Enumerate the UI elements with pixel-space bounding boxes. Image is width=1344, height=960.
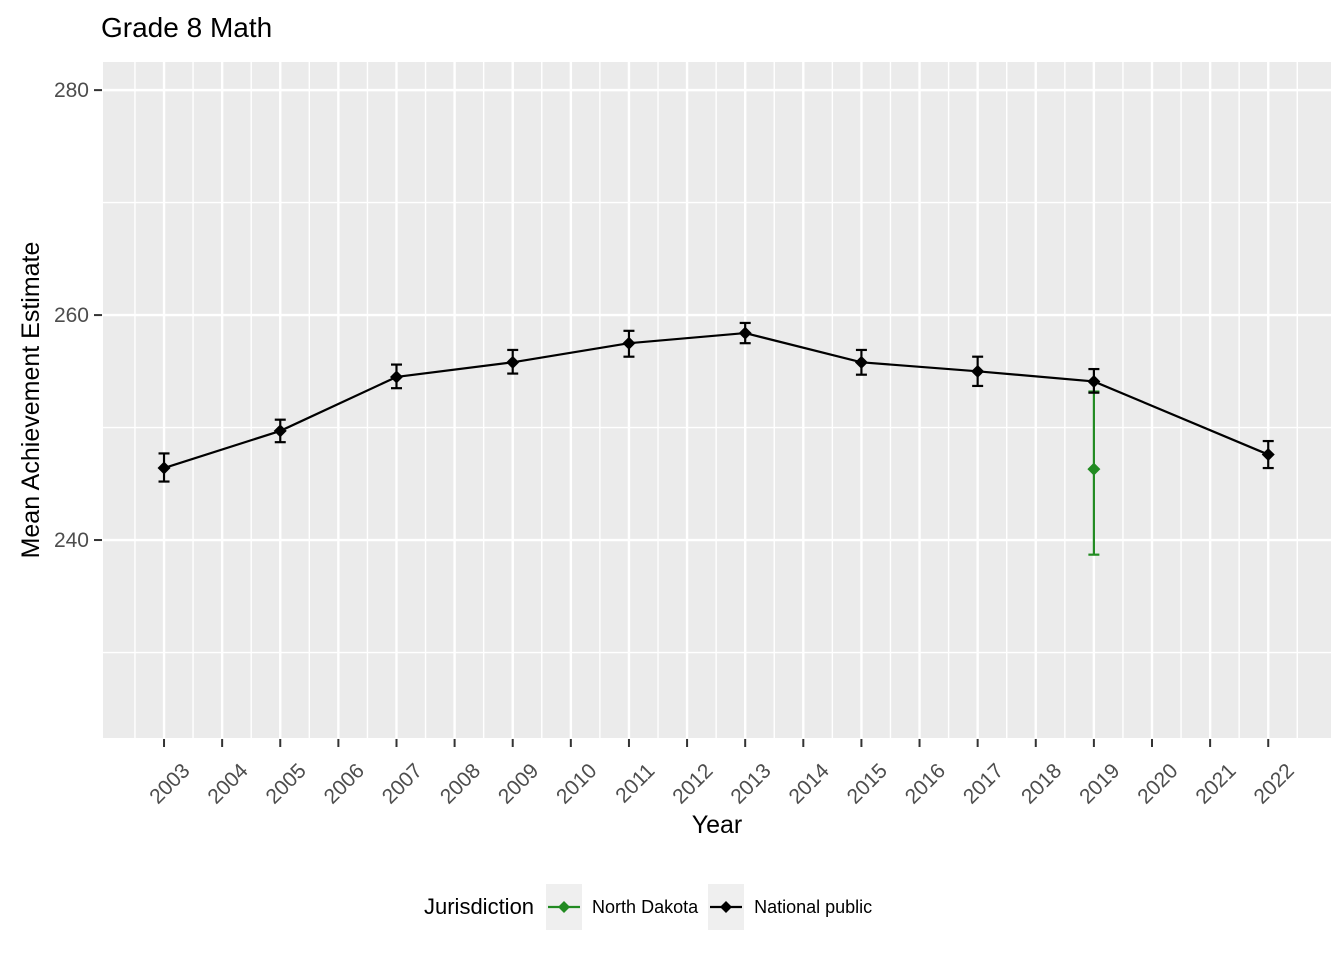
legend-label-north-dakota: North Dakota — [592, 896, 699, 917]
y-tick-label: 260 — [54, 304, 89, 327]
x-tick-label: 2012 — [668, 759, 717, 808]
x-tick-label: 2014 — [785, 759, 835, 809]
data-point-north-dakota-2019 — [1087, 462, 1101, 476]
x-tick-label: 2011 — [611, 759, 659, 807]
series-line-national-public — [163, 331, 1269, 470]
x-tick-label: 2006 — [320, 759, 369, 808]
x-tick-label: 2009 — [494, 759, 543, 808]
data-point-national-public-2003 — [157, 461, 171, 475]
data-point-national-public-2011 — [622, 336, 636, 350]
legend: Jurisdiction North Dakota National public — [424, 884, 872, 930]
x-tick-label: 2016 — [901, 759, 950, 808]
y-axis-title: Mean Achievement Estimate — [17, 241, 45, 559]
x-tick-label: 2022 — [1249, 759, 1298, 808]
panel-background — [103, 62, 1331, 738]
y-tick-label: 280 — [54, 79, 89, 102]
y-tick-label: 240 — [54, 529, 89, 552]
x-tick-label: 2019 — [1075, 759, 1124, 808]
legend-label-national-public: National public — [754, 896, 873, 917]
data-point-national-public-2017 — [971, 364, 985, 378]
data-point-national-public-2009 — [506, 355, 520, 369]
x-axis-title: Year — [691, 811, 743, 839]
x-tick-label: 2013 — [726, 759, 775, 808]
x-tick-label: 2005 — [261, 759, 310, 808]
x-tick-label: 2015 — [843, 759, 892, 808]
data-point-national-public-2019 — [1087, 374, 1101, 388]
data-point-national-public-2015 — [854, 355, 868, 369]
x-tick-label: 2004 — [203, 759, 253, 809]
x-tick-label: 2021 — [1191, 759, 1240, 808]
x-tick-label: 2017 — [959, 759, 1008, 808]
x-tick-label: 2003 — [145, 759, 194, 808]
data-point-national-public-2007 — [389, 370, 403, 384]
x-tick-label: 2007 — [378, 759, 427, 808]
x-tick-label: 2020 — [1133, 759, 1182, 808]
legend-key-national-public-icon — [708, 884, 745, 930]
x-tick-label: 2010 — [552, 759, 601, 808]
data-point-national-public-2013 — [738, 326, 752, 340]
data-point-national-public-2022 — [1261, 448, 1275, 462]
legend-items: North Dakota National public — [546, 884, 872, 930]
data-point-national-public-2005 — [273, 424, 287, 438]
legend-key-north-dakota-icon — [546, 884, 583, 930]
legend-title: Jurisdiction — [424, 894, 535, 919]
legend-item-north-dakota: North Dakota — [546, 884, 698, 930]
x-tick-label: 2008 — [436, 759, 485, 808]
chart-title: Grade 8 Math — [101, 12, 273, 43]
legend-item-national-public: National public — [708, 884, 872, 930]
x-tick-label: 2018 — [1017, 759, 1066, 808]
